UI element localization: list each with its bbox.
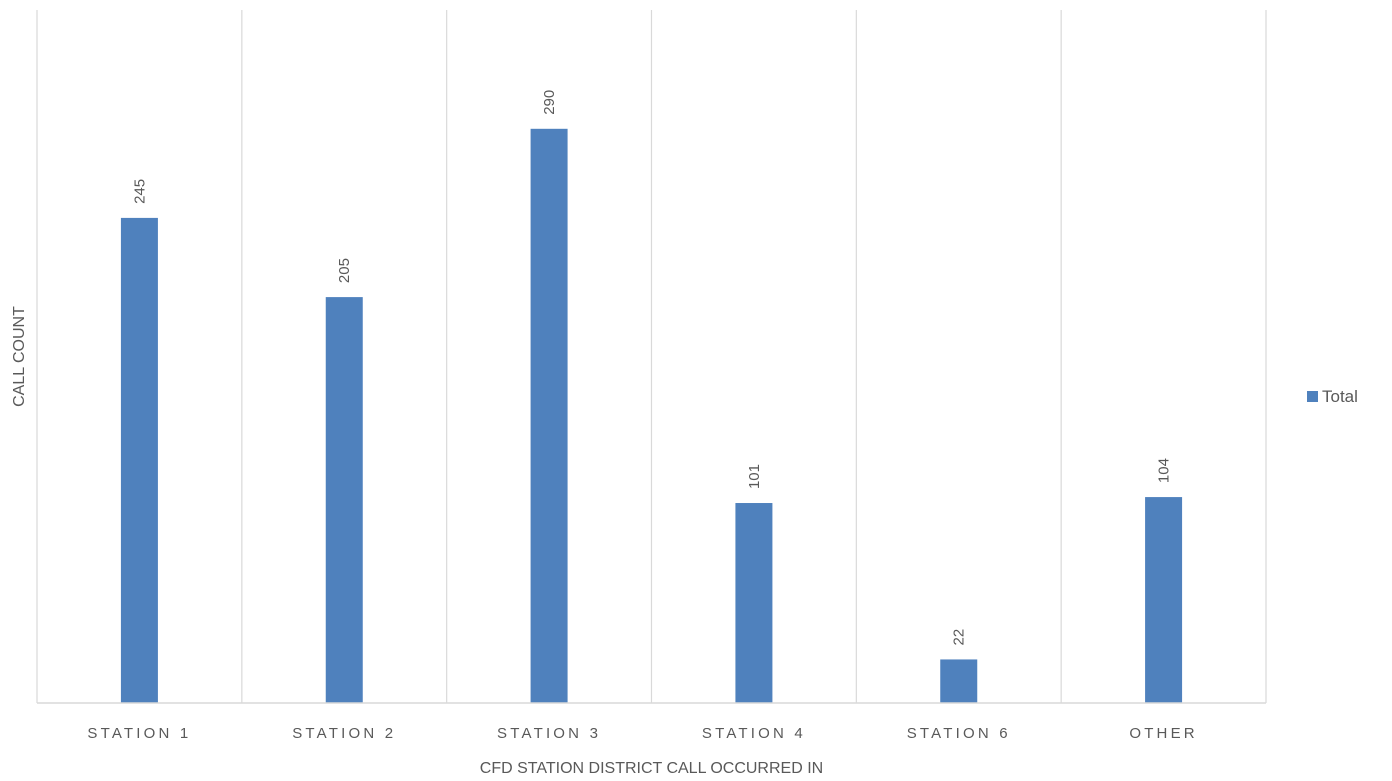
x-tick-label: STATION 3 <box>497 725 601 742</box>
bar <box>325 297 363 703</box>
bar <box>940 659 978 703</box>
data-label: 205 <box>336 258 353 283</box>
data-label: 22 <box>951 629 968 646</box>
x-tick-label: OTHER <box>1129 725 1198 742</box>
legend-label: Total <box>1322 387 1358 406</box>
data-label: 290 <box>541 90 558 115</box>
data-label: 104 <box>1156 458 1173 483</box>
bar <box>530 128 568 704</box>
legend: Total <box>1307 387 1358 406</box>
data-label: 101 <box>746 464 763 489</box>
x-tick-label: STATION 4 <box>702 725 806 742</box>
legend-swatch <box>1307 391 1318 402</box>
bar <box>735 503 773 703</box>
bar <box>1145 497 1183 703</box>
data-label: 245 <box>131 179 148 204</box>
data-labels: 245 205 290 101 22 104 <box>131 90 1172 646</box>
bar <box>120 217 158 703</box>
y-axis-title: CALL COUNT <box>11 306 28 407</box>
x-tick-label: STATION 1 <box>87 725 191 742</box>
bars <box>120 128 1183 704</box>
gridlines <box>36 10 1267 703</box>
x-axis-title: CFD STATION DISTRICT CALL OCCURRED IN <box>480 760 823 777</box>
x-tick-label: STATION 6 <box>907 725 1011 742</box>
x-tick-labels: STATION 1 STATION 2 STATION 3 STATION 4 STAT… <box>87 725 1198 742</box>
x-tick-label: STATION 2 <box>292 725 396 742</box>
